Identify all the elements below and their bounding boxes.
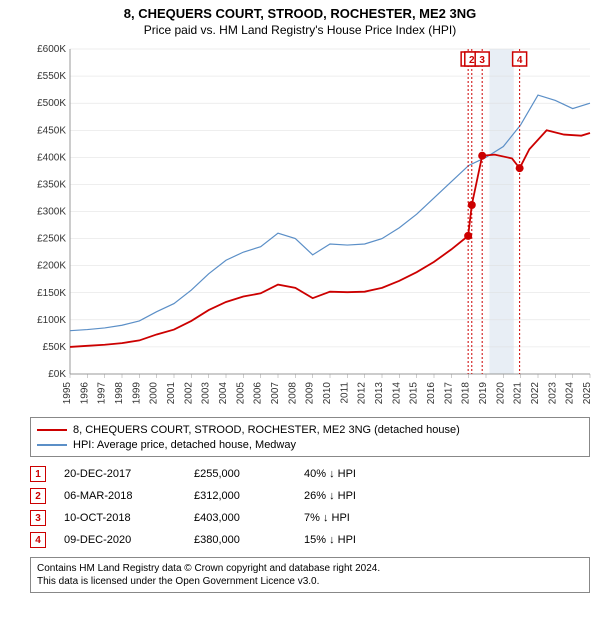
sale-diff: 40% ↓ HPI <box>304 468 374 480</box>
title-subtitle: Price paid vs. HM Land Registry's House … <box>0 23 600 37</box>
chart-svg: £0K £50K £100K £150K £200K £250K £300K £350K £40… <box>25 41 595 411</box>
sale-date: 20-DEC-2017 <box>64 468 194 480</box>
legend-row-property: 8, CHEQUERS COURT, STROOD, ROCHESTER, ME… <box>37 422 583 437</box>
x-tick-label: 2022 <box>530 382 541 405</box>
sale-row: 2 06-MAR-2018£312,00026% ↓ HPI <box>30 485 590 507</box>
x-tick-label: 2019 <box>478 382 489 405</box>
sale-price: £255,000 <box>194 468 304 480</box>
sale-date: 06-MAR-2018 <box>64 490 194 502</box>
x-tick-label: 2021 <box>513 382 524 405</box>
x-tick-label: 1997 <box>97 382 108 405</box>
sale-dot <box>464 232 472 240</box>
sale-row: 1 20-DEC-2017£255,00040% ↓ HPI <box>30 463 590 485</box>
y-tick-label: £550K <box>37 71 66 82</box>
x-tick-label: 2017 <box>443 382 454 405</box>
legend-label: 8, CHEQUERS COURT, STROOD, ROCHESTER, ME… <box>73 424 460 436</box>
x-tick-label: 2011 <box>339 382 350 404</box>
legend-box: 8, CHEQUERS COURT, STROOD, ROCHESTER, ME… <box>30 417 590 457</box>
x-tick-label: 2014 <box>391 382 402 405</box>
y-tick-label: £400K <box>37 152 66 163</box>
footer-line2: This data is licensed under the Open Gov… <box>37 575 583 588</box>
x-tick-label: 2023 <box>547 382 558 405</box>
x-tick-label: 2008 <box>287 382 298 405</box>
x-tick-label: 2007 <box>270 382 281 405</box>
sale-price: £380,000 <box>194 534 304 546</box>
x-tick-label: 2009 <box>305 382 316 405</box>
x-tick-label: 2001 <box>166 382 177 405</box>
y-tick-label: £100K <box>37 315 66 326</box>
y-tick-label: £450K <box>37 125 66 136</box>
footer-line1: Contains HM Land Registry data © Crown c… <box>37 562 583 575</box>
y-tick-label: £50K <box>43 342 67 353</box>
down-arrow-icon: ↓ <box>329 468 335 480</box>
y-tick-label: £500K <box>37 98 66 109</box>
sale-row: 4 09-DEC-2020£380,00015% ↓ HPI <box>30 529 590 551</box>
x-tick-label: 2013 <box>374 382 385 405</box>
x-tick-label: 2024 <box>565 382 576 405</box>
y-tick-label: £0K <box>48 369 66 380</box>
down-arrow-icon: ↓ <box>329 490 335 502</box>
x-tick-label: 1999 <box>131 382 142 405</box>
sale-num-box: 3 <box>30 510 46 526</box>
sales-table: 1 20-DEC-2017£255,00040% ↓ HPI 2 06-MAR-201… <box>30 463 590 551</box>
x-tick-label: 2018 <box>461 382 472 405</box>
sale-dot <box>516 164 524 172</box>
x-tick-label: 2010 <box>322 382 333 405</box>
sale-num-box: 2 <box>30 488 46 504</box>
x-tick-label: 2000 <box>149 382 160 405</box>
x-tick-label: 1995 <box>62 382 73 405</box>
y-tick-label: £200K <box>37 261 66 272</box>
sale-diff: 15% ↓ HPI <box>304 534 374 546</box>
down-arrow-icon: ↓ <box>323 512 329 524</box>
x-tick-label: 2004 <box>218 382 229 405</box>
y-tick-label: £250K <box>37 234 66 245</box>
sale-price: £403,000 <box>194 512 304 524</box>
sale-dot <box>478 152 486 160</box>
sale-date: 10-OCT-2018 <box>64 512 194 524</box>
x-tick-label: 2012 <box>357 382 368 405</box>
legend-row-hpi: HPI: Average price, detached house, Medw… <box>37 437 583 452</box>
x-tick-label: 2005 <box>235 382 246 405</box>
x-tick-label: 2020 <box>495 382 506 405</box>
y-tick-label: £300K <box>37 207 66 218</box>
x-tick-label: 2015 <box>409 382 420 405</box>
sale-diff: 7% ↓ HPI <box>304 512 374 524</box>
title-address: 8, CHEQUERS COURT, STROOD, ROCHESTER, ME… <box>0 6 600 21</box>
legend-swatch <box>37 444 67 446</box>
chart-area: £0K £50K £100K £150K £200K £250K £300K £350K £40… <box>25 41 595 411</box>
x-tick-label: 1998 <box>114 382 125 405</box>
down-arrow-icon: ↓ <box>329 534 335 546</box>
sale-marker-num: 4 <box>517 55 523 66</box>
sale-num-box: 4 <box>30 532 46 548</box>
x-tick-label: 2003 <box>201 382 212 405</box>
sale-dot <box>468 201 476 209</box>
sale-diff: 26% ↓ HPI <box>304 490 374 502</box>
x-tick-label: 1996 <box>79 382 90 405</box>
x-tick-label: 2016 <box>426 382 437 405</box>
sale-num-box: 1 <box>30 466 46 482</box>
sale-row: 3 10-OCT-2018£403,0007% ↓ HPI <box>30 507 590 529</box>
legend-label: HPI: Average price, detached house, Medw… <box>73 439 296 451</box>
legend-swatch <box>37 429 67 431</box>
x-tick-label: 2002 <box>183 382 194 405</box>
footer-box: Contains HM Land Registry data © Crown c… <box>30 557 590 593</box>
y-tick-label: £350K <box>37 179 66 190</box>
sale-price: £312,000 <box>194 490 304 502</box>
x-tick-label: 2006 <box>253 382 264 405</box>
y-tick-label: £600K <box>37 44 66 55</box>
x-tick-label: 2025 <box>582 382 593 405</box>
sale-marker-num: 2 <box>469 55 475 66</box>
y-tick-label: £150K <box>37 288 66 299</box>
chart-titles: 8, CHEQUERS COURT, STROOD, ROCHESTER, ME… <box>0 0 600 41</box>
sale-marker-num: 3 <box>479 55 485 66</box>
sale-date: 09-DEC-2020 <box>64 534 194 546</box>
